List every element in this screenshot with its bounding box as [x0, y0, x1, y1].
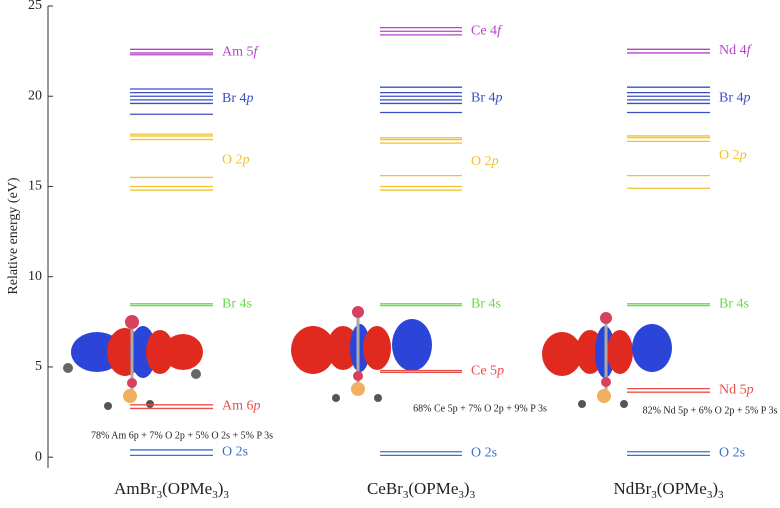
- level-label: Br 4s: [222, 297, 252, 312]
- level-label: O 2p: [471, 154, 499, 169]
- label-part: p: [495, 91, 503, 106]
- level-label: Nd 4f: [719, 43, 753, 58]
- name-part: (OPMe: [657, 479, 707, 498]
- label-part: p: [253, 399, 261, 414]
- compound-name: CeBr3(OPMe3)3: [367, 479, 476, 501]
- name-part: 3: [707, 489, 713, 501]
- level-label: O 2p: [222, 153, 250, 168]
- label-part: Br 4s: [471, 297, 501, 312]
- level-label: Am 5f: [222, 45, 260, 60]
- y-tick-label: 20: [28, 88, 42, 103]
- label-part: p: [246, 91, 254, 106]
- label-part: Am 5: [222, 45, 254, 60]
- annotation: 68% Ce 5p + 7% O 2p + 9% P 3s: [413, 403, 547, 414]
- name-part: 3: [718, 489, 724, 501]
- level-label: O 2p: [719, 148, 747, 163]
- label-part: p: [496, 364, 504, 379]
- label-part: Ce 5: [471, 364, 497, 379]
- label-part: Nd 5: [719, 383, 747, 398]
- level-label: O 2s: [719, 446, 745, 461]
- y-tick-label: 5: [35, 359, 42, 374]
- level-label: Br 4s: [719, 297, 749, 312]
- label-part: O 2s: [222, 445, 248, 460]
- name-part: CeBr: [367, 479, 403, 498]
- label-part: Am 6: [222, 399, 254, 414]
- label-part: Br 4s: [719, 297, 749, 312]
- label-part: O 2: [719, 148, 740, 163]
- label-part: Br 4: [471, 91, 496, 106]
- label-part: p: [739, 148, 747, 163]
- label-part: f: [497, 23, 503, 38]
- y-tick-label: 25: [28, 0, 42, 13]
- name-part: 3: [157, 489, 163, 501]
- annotation: 82% Nd 5p + 6% O 2p + 5% P 3s: [643, 405, 778, 416]
- y-axis-label: Relative energy (eV): [6, 177, 21, 294]
- name-part: 3: [223, 489, 229, 501]
- name-part: ): [218, 479, 224, 498]
- label-part: p: [242, 153, 250, 168]
- level-label: O 2s: [471, 446, 497, 461]
- name-part: ): [712, 479, 718, 498]
- level-label: Br 4p: [471, 91, 503, 106]
- label-part: O 2s: [471, 446, 497, 461]
- name-part: 3: [212, 489, 218, 501]
- level-label: Ce 4f: [471, 23, 503, 38]
- label-part: O 2: [222, 153, 243, 168]
- label-part: p: [491, 154, 499, 169]
- label-part: Nd 4: [719, 43, 747, 58]
- name-part: 3: [651, 489, 657, 501]
- y-tick-label: 10: [28, 269, 42, 284]
- y-tick-label: 0: [35, 449, 42, 464]
- level-label: Nd 5p: [719, 383, 754, 398]
- compound-name: AmBr3(OPMe3)3: [114, 479, 229, 501]
- name-part: (OPMe: [162, 479, 212, 498]
- compound-name: NdBr3(OPMe3)3: [613, 479, 724, 501]
- label-part: p: [743, 91, 751, 106]
- level-label: O 2s: [222, 445, 248, 460]
- label-part: f: [747, 43, 753, 58]
- label-part: Br 4: [222, 91, 247, 106]
- name-part: 3: [403, 489, 409, 501]
- level-label: Br 4s: [471, 297, 501, 312]
- label-part: Br 4s: [222, 297, 252, 312]
- label-part: Ce 4: [471, 23, 497, 38]
- molecule-am: [63, 315, 203, 410]
- name-part: NdBr: [613, 479, 651, 498]
- level-label: Br 4p: [222, 91, 254, 106]
- name-part: 3: [470, 489, 476, 501]
- name-part: AmBr: [114, 479, 157, 498]
- level-label: Am 6p: [222, 399, 261, 414]
- name-part: ): [464, 479, 470, 498]
- molecule-nd: [542, 312, 672, 408]
- y-tick-label: 15: [28, 179, 42, 194]
- label-part: p: [746, 383, 754, 398]
- name-part: (OPMe: [408, 479, 458, 498]
- label-part: O 2s: [719, 446, 745, 461]
- label-part: O 2: [471, 154, 492, 169]
- label-part: f: [254, 45, 260, 60]
- label-part: Br 4: [719, 91, 744, 106]
- level-label: Ce 5p: [471, 364, 504, 379]
- name-part: 3: [458, 489, 464, 501]
- molecule-ce: [291, 306, 432, 402]
- annotation: 78% Am 6p + 7% O 2p + 5% O 2s + 5% P 3s: [91, 430, 273, 441]
- level-label: Br 4p: [719, 91, 751, 106]
